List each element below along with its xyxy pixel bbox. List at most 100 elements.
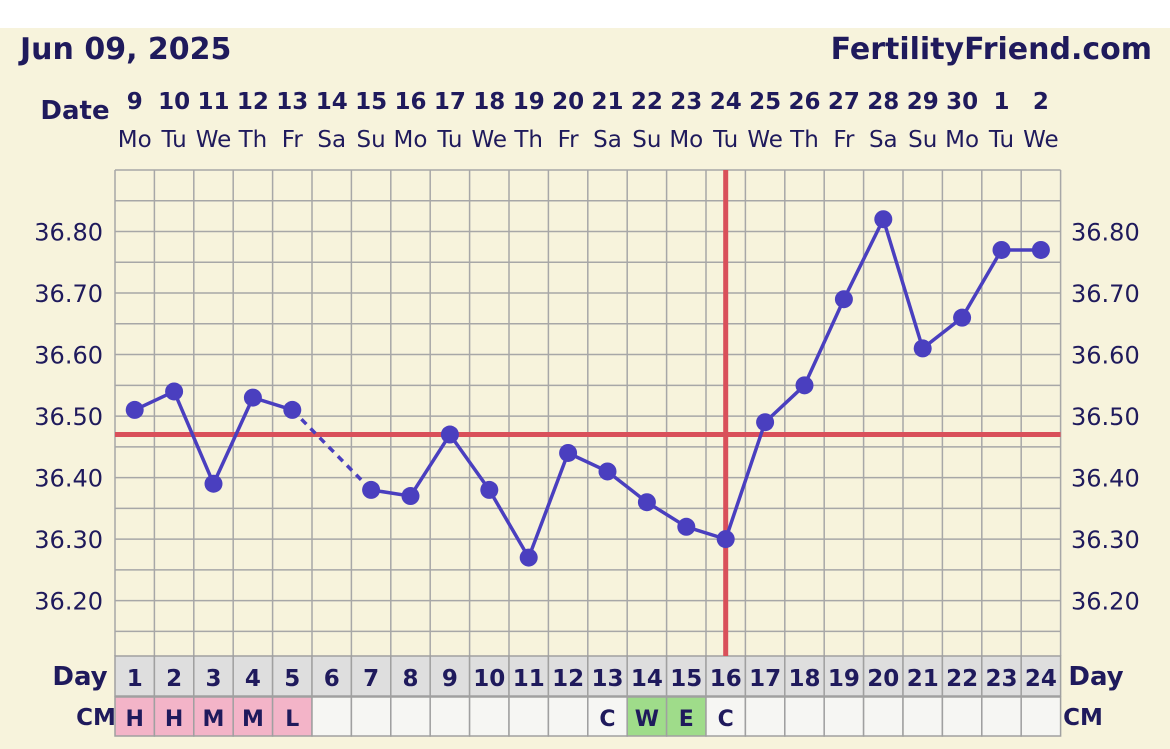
temperature-point	[913, 339, 932, 358]
cm-row-label-left: CM	[76, 705, 116, 731]
cm-cell	[941, 696, 983, 737]
day-cell	[468, 655, 510, 697]
weekday-label: Mo	[945, 127, 979, 153]
date-label: 24	[710, 89, 742, 115]
temperature-point	[283, 400, 302, 419]
day-cell	[508, 655, 550, 697]
date-label: 19	[513, 89, 545, 115]
cycle-day-label: 11	[513, 666, 545, 692]
day-cell	[981, 655, 1022, 697]
date-label: 12	[237, 89, 269, 115]
weekday-label: Mo	[669, 127, 703, 153]
weekday-label: Th	[513, 127, 543, 153]
temperature-point	[362, 480, 381, 499]
weekday-label: Su	[357, 127, 386, 153]
y-tick-right: 36.20	[1071, 588, 1140, 616]
date-label: 20	[552, 89, 584, 115]
cycle-day-label: 6	[324, 666, 340, 692]
day-cell	[587, 655, 628, 697]
day-cell	[547, 655, 589, 697]
y-tick-left: 36.40	[34, 465, 103, 493]
cm-cell	[468, 696, 510, 737]
date-label: 13	[276, 89, 308, 115]
day-cell	[902, 655, 944, 697]
temperature-point	[440, 425, 459, 444]
cycle-day-label: 20	[867, 666, 899, 692]
temperature-point	[165, 382, 184, 401]
cycle-day-label: 16	[710, 666, 742, 692]
weekday-label: Fr	[558, 127, 580, 153]
cm-label: C	[599, 707, 615, 732]
cycle-day-label: 23	[985, 666, 1017, 692]
cm-cell	[350, 696, 392, 737]
temperature-point	[204, 474, 223, 493]
date-label: 17	[434, 89, 466, 115]
weekday-label: Su	[908, 127, 937, 153]
day-cell	[626, 655, 668, 697]
temperature-point	[677, 517, 696, 536]
cm-cell	[390, 696, 431, 737]
cycle-day-label: 4	[245, 666, 261, 692]
axis-labels: 9Mo1H10Tu2H11We3M12Th4M13Fr5L14Sa615Su71…	[34, 89, 1139, 732]
cm-cell	[193, 696, 234, 737]
cycle-day-label: 15	[670, 666, 702, 692]
day-cell	[429, 655, 471, 697]
y-tick-left: 36.50	[34, 403, 103, 431]
series-segment	[881, 218, 925, 349]
cycle-day-label: 9	[442, 666, 458, 692]
series-segment	[448, 433, 491, 491]
day-cell	[665, 655, 707, 697]
cm-cell	[705, 696, 747, 737]
temperature-point	[125, 400, 144, 419]
day-cell	[271, 655, 313, 697]
weekday-label: Tu	[988, 127, 1014, 153]
y-tick-left: 36.70	[34, 280, 103, 308]
cm-cell	[744, 696, 786, 737]
day-cell	[941, 655, 983, 697]
date-label: 22	[631, 89, 663, 115]
temperature-point	[874, 210, 893, 229]
weekday-label: Su	[632, 127, 661, 153]
cycle-day-label: 8	[402, 666, 418, 692]
cm-row-label-right: CM	[1063, 705, 1103, 731]
temperature-point	[519, 548, 538, 567]
date-label: 15	[355, 89, 387, 115]
date-label: 26	[788, 89, 820, 115]
y-tick-right: 36.80	[1071, 219, 1140, 247]
series-segment	[487, 489, 531, 559]
series-gap-segment	[291, 408, 373, 492]
series-segment	[802, 298, 846, 387]
weekday-label: We	[747, 127, 783, 153]
cm-cell	[311, 696, 353, 737]
weekday-label: Sa	[593, 127, 622, 153]
weekday-label: Sa	[869, 127, 898, 153]
cycle-day-label: 19	[828, 666, 860, 692]
weekday-label: Tu	[161, 127, 187, 153]
cm-label: M	[203, 707, 225, 732]
chart-date: Jun 09, 2025	[18, 32, 231, 67]
date-label: 23	[670, 89, 702, 115]
chart-panel	[0, 28, 1170, 749]
date-label: 10	[158, 89, 190, 115]
date-label: 9	[127, 89, 143, 115]
y-tick-left: 36.20	[34, 588, 103, 616]
cycle-day-label: 12	[552, 666, 584, 692]
cycle-day-label: 18	[788, 666, 820, 692]
weekday-label: Tu	[712, 127, 738, 153]
cm-cell	[114, 696, 156, 737]
reference-lines	[115, 170, 1061, 656]
cycle-day-label: 10	[473, 666, 505, 692]
weekday-label: We	[196, 127, 232, 153]
temperature-point	[953, 308, 972, 327]
series-segment	[211, 396, 255, 485]
cycle-day-label: 24	[1025, 666, 1057, 692]
cycle-day-label: 1	[127, 666, 143, 692]
cycle-day-label: 22	[946, 666, 978, 692]
cm-label: L	[285, 707, 299, 732]
cycle-day-label: 2	[166, 666, 182, 692]
day-cell	[744, 655, 786, 697]
y-tick-right: 36.30	[1071, 526, 1140, 554]
y-tick-right: 36.50	[1071, 403, 1140, 431]
y-tick-right: 36.60	[1071, 342, 1140, 370]
